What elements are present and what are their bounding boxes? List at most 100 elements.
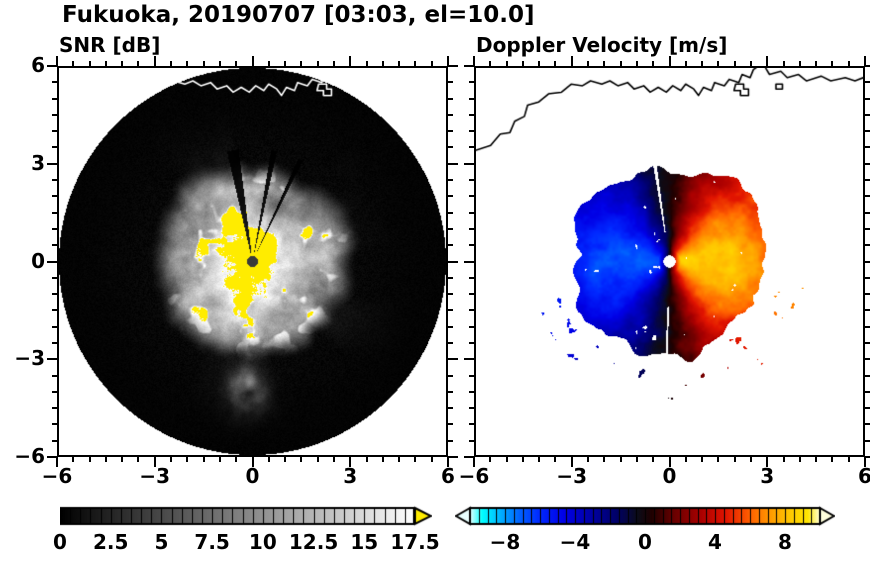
tick-mark [701, 457, 704, 462]
tick-mark [733, 61, 736, 66]
tick-mark [469, 390, 474, 393]
tick-mark [52, 341, 57, 344]
tick-mark [52, 244, 57, 247]
x-tick-label: 3 [760, 464, 775, 488]
tick-mark [489, 457, 492, 462]
y-tick-label: 6 [31, 53, 45, 77]
tick-mark [554, 61, 557, 66]
tick-mark [469, 325, 474, 328]
tick-mark [448, 390, 453, 393]
tick-mark [52, 211, 57, 214]
tick-mark [865, 374, 870, 377]
tick-mark [619, 457, 622, 462]
tick-mark [782, 61, 785, 66]
tick-mark [218, 457, 221, 462]
x-tick-label: −6 [458, 464, 490, 488]
tick-mark [847, 61, 850, 66]
tick-mark [521, 457, 524, 462]
tick-mark [448, 325, 453, 328]
tick-mark [469, 374, 474, 377]
tick-mark [865, 227, 870, 230]
tick-mark [398, 457, 401, 462]
tick-mark [332, 61, 335, 66]
tick-mark [52, 81, 57, 84]
tick-mark [47, 456, 57, 458]
tick-mark [186, 61, 189, 66]
tick-mark [864, 457, 866, 467]
tick-mark [52, 146, 57, 149]
x-tick-label: −3 [556, 464, 588, 488]
tick-mark [300, 457, 303, 462]
tick-mark [865, 293, 870, 296]
tick-mark [865, 439, 870, 442]
figure-title: Fukuoka, 20190707 [03:03, el=10.0] [62, 2, 535, 28]
tick-mark [235, 61, 238, 66]
tick-mark [414, 61, 417, 66]
tick-mark [447, 56, 449, 66]
tick-mark [469, 146, 474, 149]
tick-mark [505, 457, 508, 462]
x-tick-label: 3 [343, 464, 358, 488]
tick-mark [865, 423, 870, 426]
tick-mark [52, 423, 57, 426]
tick-mark [603, 457, 606, 462]
tick-mark [469, 81, 474, 84]
tick-mark [448, 341, 453, 344]
tick-mark [865, 309, 870, 312]
x-tick-label: 6 [858, 464, 870, 488]
tick-mark [865, 97, 870, 100]
tick-mark [52, 325, 57, 328]
tick-mark [52, 374, 57, 377]
tick-mark [865, 65, 870, 67]
tick-mark [448, 113, 453, 116]
tick-mark [47, 358, 57, 361]
tick-mark [267, 457, 270, 462]
tick-mark [464, 162, 474, 165]
tick-mark [316, 61, 319, 66]
y-tick-label: −3 [14, 346, 45, 371]
tick-mark [52, 113, 57, 116]
tick-mark [469, 211, 474, 214]
tick-mark [316, 457, 319, 462]
x-tick-label: 0 [662, 464, 677, 488]
tick-mark [381, 61, 384, 66]
tick-mark [684, 61, 687, 66]
tick-mark [365, 61, 368, 66]
tick-mark [300, 61, 303, 66]
tick-mark [448, 130, 453, 133]
tick-mark [469, 97, 474, 100]
tick-mark [121, 61, 124, 66]
tick-mark [766, 56, 769, 66]
tick-mark [448, 260, 458, 263]
tick-mark [798, 457, 801, 462]
tick-mark [865, 358, 870, 361]
tick-mark [447, 457, 449, 467]
tick-mark [865, 341, 870, 344]
tick-mark [865, 162, 870, 165]
tick-mark [153, 457, 156, 467]
snr-colorbar-label: 15 [350, 530, 379, 554]
tick-mark [448, 227, 453, 230]
tick-mark [72, 457, 75, 462]
tick-mark [815, 457, 818, 462]
tick-mark [448, 244, 453, 247]
snr-colorbar-label: 5 [154, 530, 169, 554]
tick-mark [469, 423, 474, 426]
tick-mark [865, 113, 870, 116]
x-tick-label: −6 [41, 464, 73, 488]
tick-mark [448, 146, 453, 149]
tick-mark [684, 457, 687, 462]
tick-mark [469, 276, 474, 279]
tick-mark [448, 374, 453, 377]
tick-mark [865, 179, 870, 182]
tick-mark [56, 457, 58, 467]
tick-mark [72, 61, 75, 66]
tick-mark [448, 439, 453, 442]
snr-plot-frame [57, 66, 448, 457]
tick-mark [464, 65, 474, 67]
tick-mark [469, 407, 474, 410]
tick-mark [538, 61, 541, 66]
tick-mark [469, 341, 474, 344]
x-tick-label: 6 [441, 464, 455, 488]
